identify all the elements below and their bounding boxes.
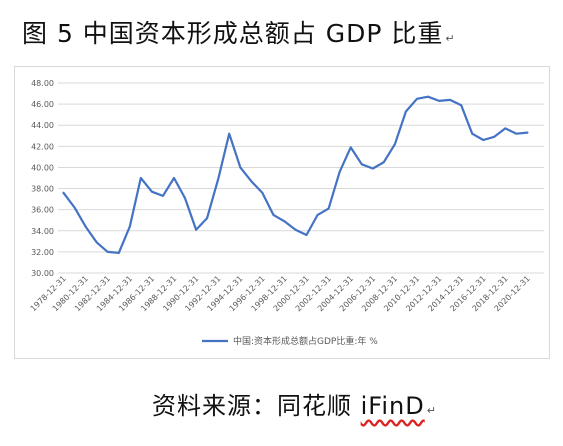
y-tick-label: 40.00 (31, 163, 54, 172)
source-prefix: 资料来源：同花顺 (152, 392, 361, 420)
grid-lines (58, 82, 544, 274)
y-tick-label: 30.00 (31, 269, 54, 278)
series-lines (62, 95, 529, 254)
line-chart: 30.00 32.00 34.00 36.00 38.00 40.00 42.00 44.00… (29, 79, 544, 347)
y-tick-label: 32.00 (31, 248, 54, 257)
x-axis-tick-labels: 1978-12-311980-12-311982-12-311984-12-31… (29, 274, 532, 313)
y-tick-label: 34.00 (31, 227, 54, 236)
y-tick-label: 42.00 (31, 142, 54, 151)
source-brand: iFinD (360, 392, 425, 420)
series-line (62, 95, 529, 254)
y-tick-label: 44.00 (31, 121, 54, 130)
y-tick-label: 46.00 (31, 100, 54, 109)
chart-frame (14, 66, 550, 359)
source-paragraph-mark: ↵ (426, 404, 437, 417)
legend: 中国:资本形成总额占GDP比重:年 % (202, 335, 378, 347)
y-axis-tick-labels: 30.00 32.00 34.00 36.00 38.00 40.00 42.00 44.00… (31, 79, 54, 278)
figure-title: 图 5 中国资本形成总额占 GDP 比重 ↵ (22, 14, 456, 50)
y-tick-label: 48.00 (31, 79, 54, 88)
figure-title-text: 图 5 中国资本形成总额占 GDP 比重 (22, 19, 444, 48)
paragraph-mark: ↵ (445, 32, 456, 45)
source-note: 资料来源：同花顺 iFinD ↵ (152, 386, 437, 421)
legend-label: 中国:资本形成总额占GDP比重:年 % (233, 335, 378, 347)
y-tick-label: 38.00 (31, 185, 54, 194)
y-tick-label: 36.00 (31, 206, 54, 215)
